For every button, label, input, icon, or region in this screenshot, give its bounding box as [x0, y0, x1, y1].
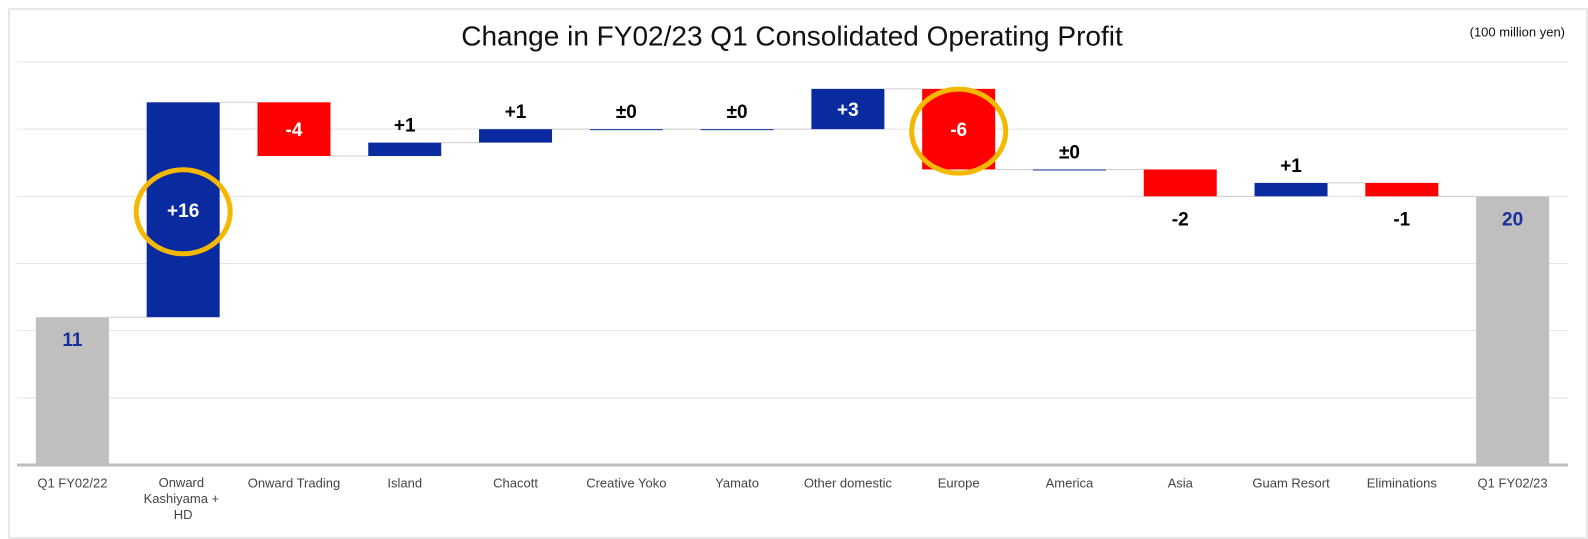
x-tick-label: Guam Resort: [1252, 475, 1330, 490]
value-label: ±0: [1059, 142, 1080, 163]
delta-bar: [1254, 182, 1328, 197]
x-tick-label: Other domestic: [804, 475, 893, 490]
value-label: +3: [837, 100, 859, 121]
x-tick-label: Yamato: [715, 475, 759, 490]
x-tick-label-line: Kashiyama +: [144, 491, 223, 506]
value-label: 20: [1502, 209, 1523, 230]
chart-title: Change in FY02/23 Q1 Consolidated Operat…: [461, 20, 1123, 51]
delta-bar: [368, 142, 442, 157]
value-label: ±0: [616, 102, 637, 123]
value-label: ±0: [727, 102, 748, 123]
x-tick-label: Onward Kashiyama + HD: [144, 475, 223, 522]
delta-bar: [922, 88, 996, 170]
delta-bar: [589, 129, 663, 131]
value-label: +1: [1280, 156, 1302, 177]
x-tick-label: Island: [387, 475, 422, 490]
chart-frame: [8, 8, 1588, 539]
delta-bar: [1032, 169, 1106, 171]
delta-bar: [479, 129, 553, 143]
value-label: -2: [1172, 209, 1189, 230]
x-tick-label: Asia: [1168, 475, 1194, 490]
value-label: 11: [62, 330, 83, 351]
highlight-circle: [133, 167, 233, 257]
x-tick-label: Europe: [938, 475, 980, 490]
delta-bar: [1365, 182, 1439, 197]
x-tick-label: Onward Trading: [248, 475, 341, 490]
x-tick-label: Q1 FY02/22: [37, 475, 107, 490]
unit-note: (100 million yen): [1470, 24, 1565, 39]
value-label: +1: [505, 102, 527, 123]
highlight-circle: [909, 86, 1009, 176]
x-tick-label: Creative Yoko: [586, 475, 666, 490]
x-tick-label-line: HD: [174, 507, 193, 522]
x-tick-label: Eliminations: [1367, 475, 1438, 490]
x-tick-label: America: [1046, 475, 1094, 490]
delta-bar: [700, 129, 774, 131]
value-label: -1: [1393, 209, 1410, 230]
delta-bar: [146, 102, 220, 318]
value-label: -6: [950, 120, 967, 141]
delta-bar: [811, 88, 885, 130]
x-tick-label: Chacott: [493, 475, 538, 490]
delta-bar: [257, 102, 331, 157]
value-label: +16: [167, 201, 199, 222]
x-tick-label-line: Onward: [159, 475, 208, 490]
x-tick-label: Q1 FY02/23: [1478, 475, 1548, 490]
total-bar: [1476, 196, 1550, 466]
value-label: +1: [394, 116, 416, 137]
delta-bar: [1143, 169, 1217, 197]
total-bar: [35, 317, 109, 465]
value-label: -4: [286, 120, 303, 141]
